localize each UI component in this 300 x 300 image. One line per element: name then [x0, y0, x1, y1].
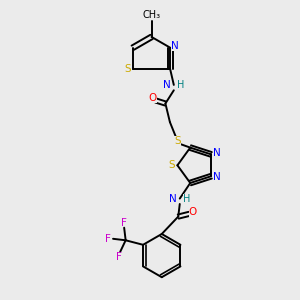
Text: F: F	[121, 218, 127, 228]
Text: N: N	[213, 172, 220, 182]
Text: O: O	[149, 93, 157, 103]
Text: S: S	[169, 160, 175, 170]
Text: CH₃: CH₃	[142, 10, 160, 20]
Text: N: N	[213, 148, 220, 158]
Text: S: S	[174, 136, 181, 146]
Text: F: F	[116, 252, 122, 262]
Text: N: N	[169, 194, 177, 204]
Text: N: N	[171, 41, 179, 51]
Text: H: H	[177, 80, 184, 91]
Text: H: H	[183, 194, 190, 204]
Text: O: O	[188, 207, 197, 217]
Text: F: F	[105, 234, 111, 244]
Text: N: N	[163, 80, 171, 91]
Text: S: S	[124, 64, 131, 74]
